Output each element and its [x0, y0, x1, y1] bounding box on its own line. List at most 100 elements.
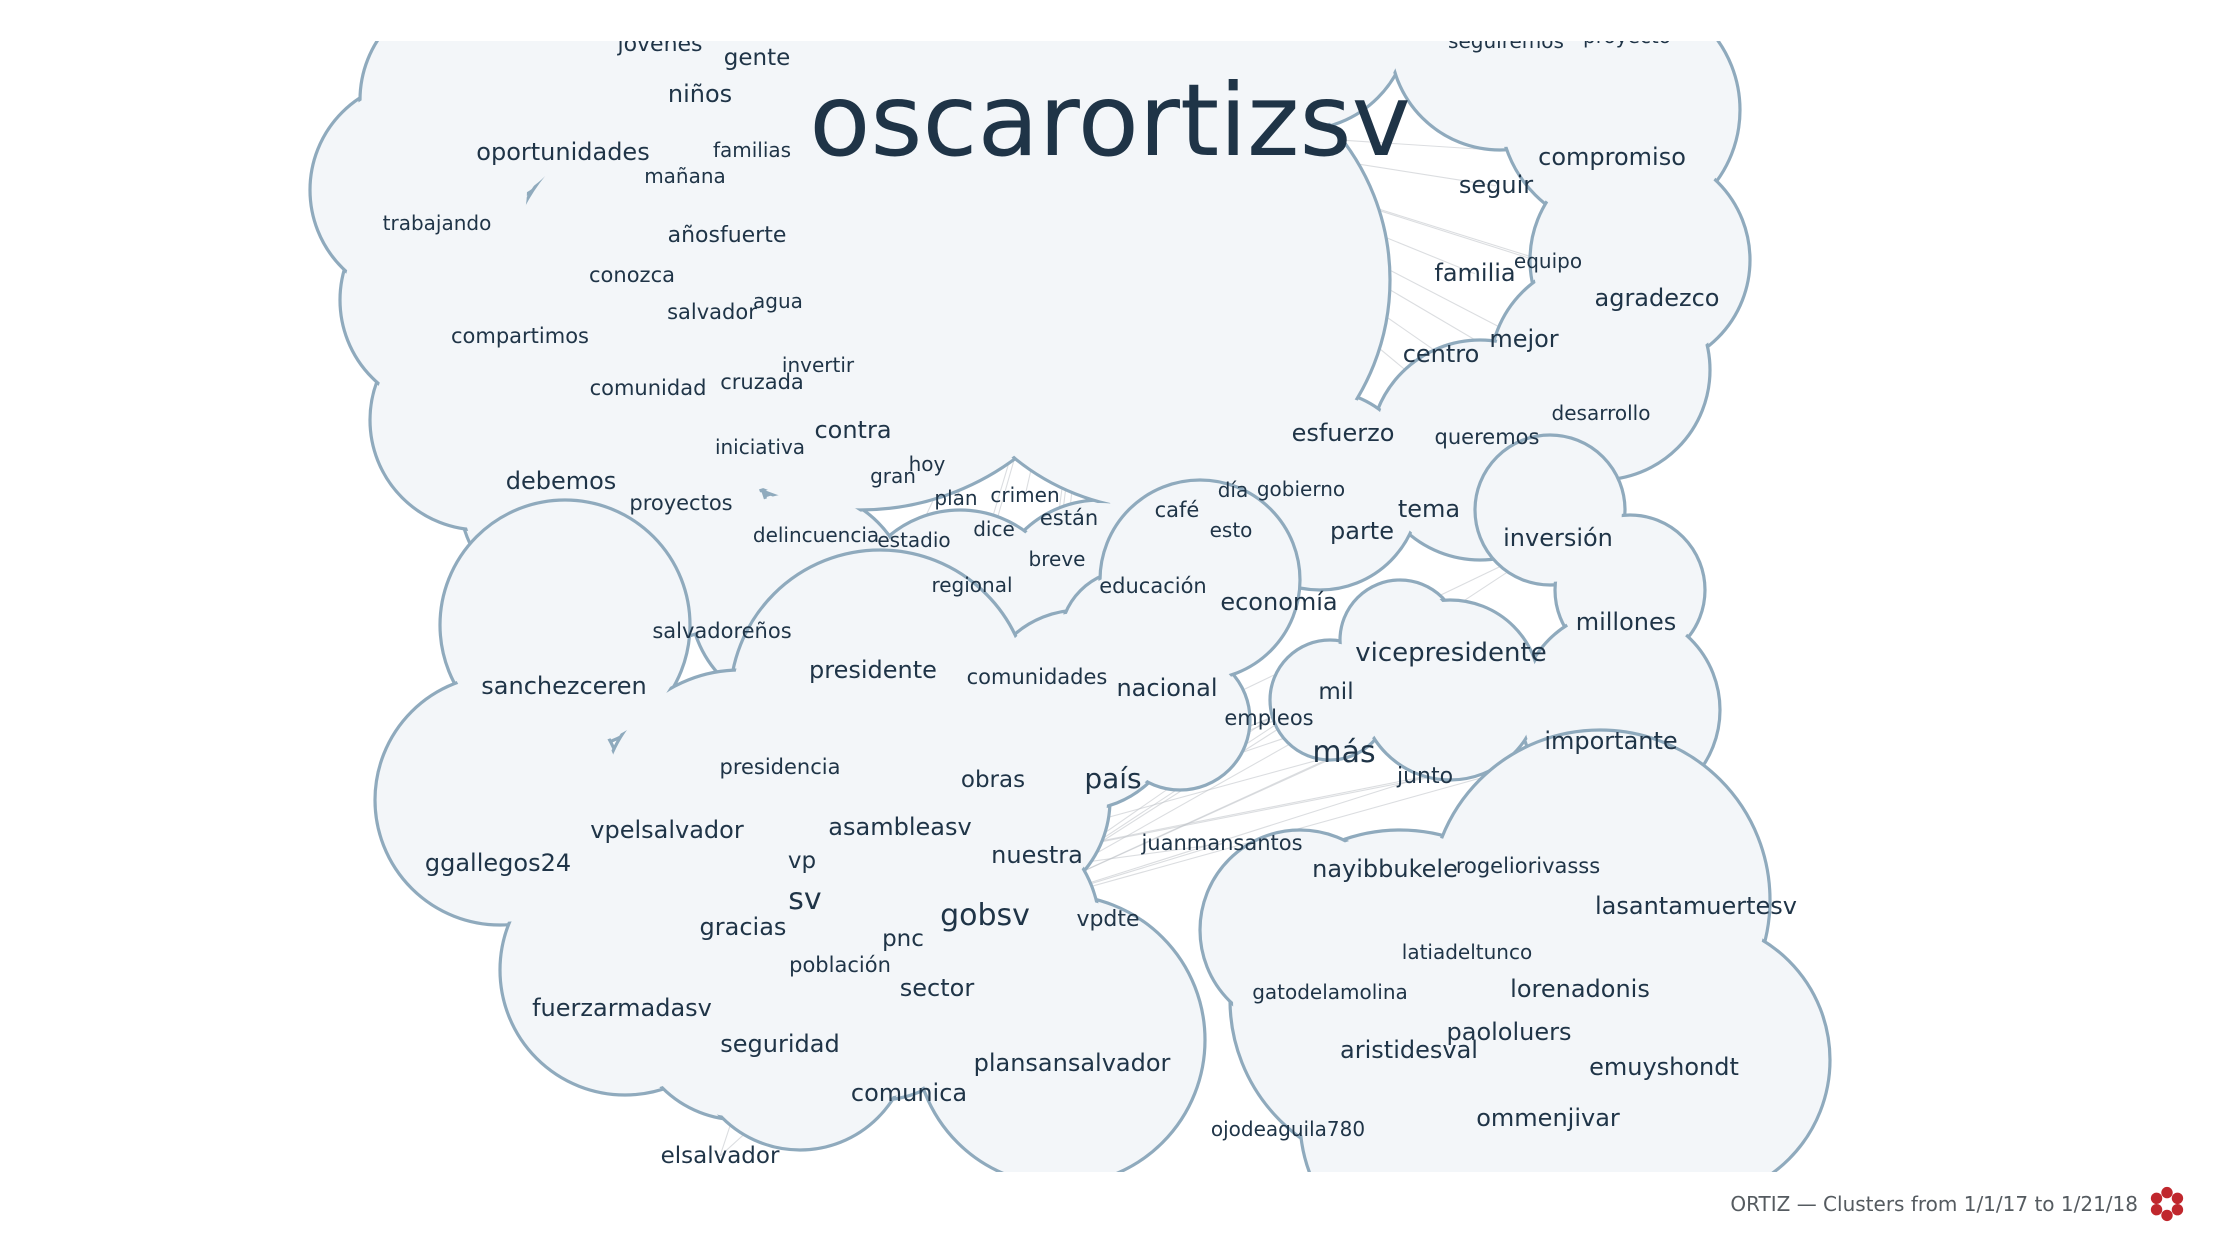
word-node-breve[interactable]: breve: [1029, 547, 1086, 571]
word-node-seguir[interactable]: seguir: [1459, 171, 1533, 199]
word-node-sector[interactable]: sector: [900, 974, 975, 1002]
word-node-aristidesval[interactable]: aristidesval: [1340, 1036, 1478, 1064]
word-node-nayibbukele[interactable]: nayibbukele: [1312, 855, 1458, 883]
word-node-oportunidades[interactable]: oportunidades: [476, 138, 649, 166]
word-node-asambleasv[interactable]: asambleasv: [828, 813, 971, 841]
word-node-lorenadonis[interactable]: lorenadonis: [1510, 975, 1650, 1003]
word-node-presidencia[interactable]: presidencia: [719, 755, 840, 779]
word-node-gracias[interactable]: gracias: [700, 913, 787, 941]
word-node-proyectos[interactable]: proyectos: [629, 491, 732, 515]
word-node-millones[interactable]: millones: [1576, 608, 1677, 636]
word-node-compromiso[interactable]: compromiso: [1538, 143, 1686, 171]
word-node-cruzada[interactable]: cruzada: [720, 370, 804, 394]
word-node-gatodelamolina[interactable]: gatodelamolina: [1252, 980, 1408, 1004]
word-node-país[interactable]: país: [1084, 762, 1141, 795]
word-node-educación[interactable]: educación: [1099, 574, 1207, 598]
word-node-trabajando[interactable]: trabajando: [383, 211, 492, 235]
word-node-niños[interactable]: niños: [668, 80, 732, 108]
word-node-elsalvador[interactable]: elsalvador: [661, 1143, 780, 1169]
word-node-nuestra[interactable]: nuestra: [991, 841, 1083, 869]
word-node-paololuers[interactable]: paololuers: [1447, 1018, 1572, 1046]
word-node-hoy[interactable]: hoy: [909, 452, 946, 476]
word-node-delincuencia[interactable]: delincuencia: [753, 523, 879, 547]
word-node-vicepresidente[interactable]: vicepresidente: [1355, 638, 1546, 668]
word-node-iniciativa[interactable]: iniciativa: [715, 435, 805, 459]
cluster-cloud-nayibbukele[interactable]: [1198, 728, 1832, 1172]
word-node-comunica[interactable]: comunica: [851, 1079, 967, 1107]
word-node-nacional[interactable]: nacional: [1116, 674, 1217, 702]
word-node-vp[interactable]: vp: [788, 848, 816, 874]
word-node-rogeliorivasss[interactable]: rogeliorivasss: [1456, 854, 1600, 878]
word-node-conozca[interactable]: conozca: [589, 263, 675, 287]
word-node-obras[interactable]: obras: [961, 767, 1025, 793]
word-node-oscarortizsv[interactable]: oscarortizsv: [809, 62, 1411, 179]
word-node-día[interactable]: día: [1218, 478, 1249, 502]
word-node-importante[interactable]: importante: [1544, 727, 1677, 755]
word-node-plansansalvador[interactable]: plansansalvador: [974, 1049, 1171, 1077]
word-node-seguiremos[interactable]: seguiremos: [1448, 41, 1564, 53]
word-node-proyecto[interactable]: proyecto: [1583, 41, 1671, 48]
word-node-empleos[interactable]: empleos: [1224, 706, 1313, 730]
word-node-comunidad[interactable]: comunidad: [590, 376, 707, 400]
word-node-jóvenes[interactable]: jóvenes: [616, 41, 702, 57]
word-node-fuerzarmadasv[interactable]: fuerzarmadasv: [532, 994, 712, 1022]
word-node-dice[interactable]: dice: [973, 517, 1015, 541]
word-node-salvador[interactable]: salvador: [667, 300, 757, 324]
word-node-juanmansantos[interactable]: juanmansantos: [1140, 831, 1302, 855]
word-node-ojodeaguila780[interactable]: ojodeaguila780: [1211, 1117, 1365, 1141]
word-node-mañana[interactable]: mañana: [644, 164, 726, 188]
word-node-estadio[interactable]: estadio: [877, 528, 950, 552]
word-node-plan[interactable]: plan: [934, 486, 977, 510]
word-node-agua[interactable]: agua: [753, 289, 803, 313]
word-node-vpelsalvador[interactable]: vpelsalvador: [590, 816, 744, 844]
word-node-vpdte[interactable]: vpdte: [1076, 907, 1139, 932]
word-node-añosfuerte[interactable]: añosfuerte: [668, 223, 787, 248]
word-node-mejor[interactable]: mejor: [1489, 325, 1558, 353]
word-node-familias[interactable]: familias: [713, 138, 791, 162]
word-node-gobierno[interactable]: gobierno: [1257, 477, 1345, 501]
word-node-presidente[interactable]: presidente: [809, 656, 937, 684]
word-node-tema[interactable]: tema: [1398, 495, 1460, 523]
word-node-emuyshondt[interactable]: emuyshondt: [1589, 1053, 1739, 1081]
word-node-queremos[interactable]: queremos: [1435, 425, 1540, 449]
word-node-café[interactable]: café: [1155, 498, 1200, 522]
word-node-inversión[interactable]: inversión: [1503, 524, 1613, 552]
word-node-sanchezceren[interactable]: sanchezceren: [481, 672, 646, 700]
word-node-desarrollo[interactable]: desarrollo: [1552, 401, 1651, 425]
word-node-invertir[interactable]: invertir: [782, 353, 855, 377]
word-node-esto[interactable]: esto: [1210, 518, 1253, 542]
word-node-contra[interactable]: contra: [814, 416, 891, 444]
word-node-pnc[interactable]: pnc: [882, 926, 924, 952]
word-node-gran[interactable]: gran: [870, 464, 916, 488]
footer: ORTIZ — Clusters from 1/1/17 to 1/21/18: [1730, 1184, 2186, 1224]
word-node-agradezco[interactable]: agradezco: [1595, 284, 1720, 312]
word-node-población[interactable]: población: [789, 953, 891, 977]
word-node-compartimos[interactable]: compartimos: [451, 324, 589, 348]
word-node-crimen[interactable]: crimen: [990, 483, 1059, 507]
word-node-más[interactable]: más: [1312, 735, 1375, 770]
red-flower-icon[interactable]: [2148, 1185, 2186, 1223]
word-node-latiadeltunco[interactable]: latiadeltunco: [1402, 940, 1532, 964]
word-node-debemos[interactable]: debemos: [506, 467, 617, 495]
word-node-seguridad[interactable]: seguridad: [720, 1030, 839, 1058]
word-node-junto[interactable]: junto: [1396, 764, 1453, 789]
word-node-economía[interactable]: economía: [1220, 588, 1337, 616]
word-node-centro[interactable]: centro: [1403, 340, 1480, 368]
word-node-sv[interactable]: sv: [788, 882, 821, 917]
word-node-regional[interactable]: regional: [931, 573, 1012, 597]
word-node-gobsv[interactable]: gobsv: [940, 898, 1030, 933]
word-node-ggallegos24[interactable]: ggallegos24: [425, 849, 571, 877]
word-node-salvadoreños[interactable]: salvadoreños: [652, 619, 791, 643]
cluster-cloud-presidencia[interactable]: [373, 433, 1722, 1172]
footer-caption: ORTIZ — Clusters from 1/1/17 to 1/21/18: [1730, 1192, 2138, 1216]
word-node-lasantamuertesv[interactable]: lasantamuertesv: [1595, 892, 1797, 920]
word-node-están[interactable]: están: [1040, 506, 1098, 530]
word-node-gente[interactable]: gente: [724, 45, 791, 71]
word-node-ommenjivar[interactable]: ommenjivar: [1476, 1104, 1620, 1132]
word-node-esfuerzo[interactable]: esfuerzo: [1292, 419, 1395, 447]
word-node-familia[interactable]: familia: [1434, 259, 1515, 287]
word-node-mil[interactable]: mil: [1318, 679, 1353, 705]
word-node-comunidades[interactable]: comunidades: [967, 665, 1108, 689]
word-node-parte[interactable]: parte: [1330, 517, 1394, 545]
word-node-equipo[interactable]: equipo: [1514, 249, 1582, 273]
